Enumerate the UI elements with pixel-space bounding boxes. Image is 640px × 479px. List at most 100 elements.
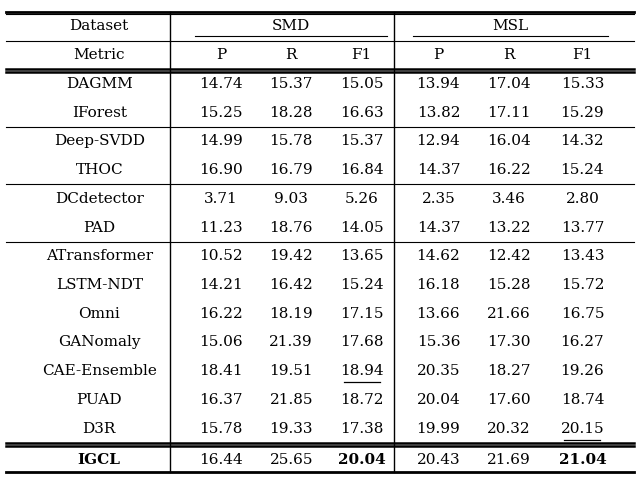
Text: 21.66: 21.66 — [487, 307, 531, 321]
Text: 15.24: 15.24 — [561, 163, 604, 177]
Text: 14.62: 14.62 — [417, 249, 460, 263]
Text: 16.90: 16.90 — [199, 163, 243, 177]
Text: 14.21: 14.21 — [199, 278, 243, 292]
Text: 15.72: 15.72 — [561, 278, 604, 292]
Text: 17.60: 17.60 — [487, 393, 531, 407]
Text: 9.03: 9.03 — [275, 192, 308, 206]
Text: IForest: IForest — [72, 105, 127, 120]
Text: 17.38: 17.38 — [340, 422, 383, 436]
Text: 15.37: 15.37 — [340, 134, 383, 148]
Text: MSL: MSL — [492, 19, 529, 34]
Text: ATransformer: ATransformer — [45, 249, 153, 263]
Text: 21.39: 21.39 — [269, 335, 313, 350]
Text: 20.04: 20.04 — [338, 453, 385, 468]
Text: 16.22: 16.22 — [199, 307, 243, 321]
Text: 16.42: 16.42 — [269, 278, 313, 292]
Text: 2.80: 2.80 — [566, 192, 599, 206]
Text: DAGMM: DAGMM — [66, 77, 132, 91]
Text: 15.06: 15.06 — [199, 335, 243, 350]
Text: IGCL: IGCL — [77, 453, 121, 468]
Text: 14.99: 14.99 — [199, 134, 243, 148]
Text: 13.43: 13.43 — [561, 249, 604, 263]
Text: 15.37: 15.37 — [269, 77, 313, 91]
Text: 15.05: 15.05 — [340, 77, 383, 91]
Text: 16.63: 16.63 — [340, 105, 383, 120]
Text: 18.72: 18.72 — [340, 393, 383, 407]
Text: 12.94: 12.94 — [417, 134, 460, 148]
Text: 17.04: 17.04 — [487, 77, 531, 91]
Text: 19.33: 19.33 — [269, 422, 313, 436]
Text: 21.69: 21.69 — [487, 453, 531, 468]
Text: 16.75: 16.75 — [561, 307, 604, 321]
Text: 15.24: 15.24 — [340, 278, 383, 292]
Text: 15.28: 15.28 — [487, 278, 531, 292]
Text: 21.04: 21.04 — [559, 453, 606, 468]
Text: Omni: Omni — [78, 307, 120, 321]
Text: 19.51: 19.51 — [269, 364, 313, 378]
Text: 15.78: 15.78 — [269, 134, 313, 148]
Text: Dataset: Dataset — [70, 19, 129, 34]
Text: 15.78: 15.78 — [199, 422, 243, 436]
Text: 13.82: 13.82 — [417, 105, 460, 120]
Text: 19.42: 19.42 — [269, 249, 313, 263]
Text: 11.23: 11.23 — [199, 220, 243, 235]
Text: 16.79: 16.79 — [269, 163, 313, 177]
Text: 18.19: 18.19 — [269, 307, 313, 321]
Text: 15.29: 15.29 — [561, 105, 604, 120]
Text: 13.94: 13.94 — [417, 77, 460, 91]
Text: 17.68: 17.68 — [340, 335, 383, 350]
Text: 16.04: 16.04 — [487, 134, 531, 148]
Text: CAE-Ensemble: CAE-Ensemble — [42, 364, 157, 378]
Text: 15.33: 15.33 — [561, 77, 604, 91]
Text: 19.99: 19.99 — [417, 422, 460, 436]
Text: 10.52: 10.52 — [199, 249, 243, 263]
Text: 14.05: 14.05 — [340, 220, 383, 235]
Text: 3.46: 3.46 — [492, 192, 525, 206]
Text: 13.22: 13.22 — [487, 220, 531, 235]
Text: 21.85: 21.85 — [269, 393, 313, 407]
Text: 14.74: 14.74 — [199, 77, 243, 91]
Text: 2.35: 2.35 — [422, 192, 455, 206]
Text: 5.26: 5.26 — [345, 192, 378, 206]
Text: 17.30: 17.30 — [487, 335, 531, 350]
Text: 14.37: 14.37 — [417, 163, 460, 177]
Text: 16.22: 16.22 — [487, 163, 531, 177]
Text: 18.27: 18.27 — [487, 364, 531, 378]
Text: 18.41: 18.41 — [199, 364, 243, 378]
Text: 16.37: 16.37 — [199, 393, 243, 407]
Text: 20.32: 20.32 — [487, 422, 531, 436]
Text: P: P — [433, 48, 444, 62]
Text: 13.77: 13.77 — [561, 220, 604, 235]
Text: 19.26: 19.26 — [561, 364, 604, 378]
Text: 16.84: 16.84 — [340, 163, 383, 177]
Text: 14.32: 14.32 — [561, 134, 604, 148]
Text: F1: F1 — [572, 48, 593, 62]
Text: 15.36: 15.36 — [417, 335, 460, 350]
Text: PAD: PAD — [83, 220, 115, 235]
Text: 13.66: 13.66 — [417, 307, 460, 321]
Text: 16.18: 16.18 — [417, 278, 460, 292]
Text: THOC: THOC — [76, 163, 123, 177]
Text: 20.15: 20.15 — [561, 422, 604, 436]
Text: Deep-SVDD: Deep-SVDD — [54, 134, 145, 148]
Text: R: R — [285, 48, 297, 62]
Text: 18.76: 18.76 — [269, 220, 313, 235]
Text: GANomaly: GANomaly — [58, 335, 140, 350]
Text: 15.25: 15.25 — [199, 105, 243, 120]
Text: 13.65: 13.65 — [340, 249, 383, 263]
Text: 12.42: 12.42 — [487, 249, 531, 263]
Text: R: R — [503, 48, 515, 62]
Text: 20.35: 20.35 — [417, 364, 460, 378]
Text: 20.04: 20.04 — [417, 393, 460, 407]
Text: SMD: SMD — [272, 19, 310, 34]
Text: 16.44: 16.44 — [199, 453, 243, 468]
Text: PUAD: PUAD — [76, 393, 122, 407]
Text: P: P — [216, 48, 226, 62]
Text: DCdetector: DCdetector — [55, 192, 143, 206]
Text: Metric: Metric — [74, 48, 125, 62]
Text: 3.71: 3.71 — [204, 192, 237, 206]
Text: 18.28: 18.28 — [269, 105, 313, 120]
Text: 17.11: 17.11 — [487, 105, 531, 120]
Text: LSTM-NDT: LSTM-NDT — [56, 278, 143, 292]
Text: 18.94: 18.94 — [340, 364, 383, 378]
